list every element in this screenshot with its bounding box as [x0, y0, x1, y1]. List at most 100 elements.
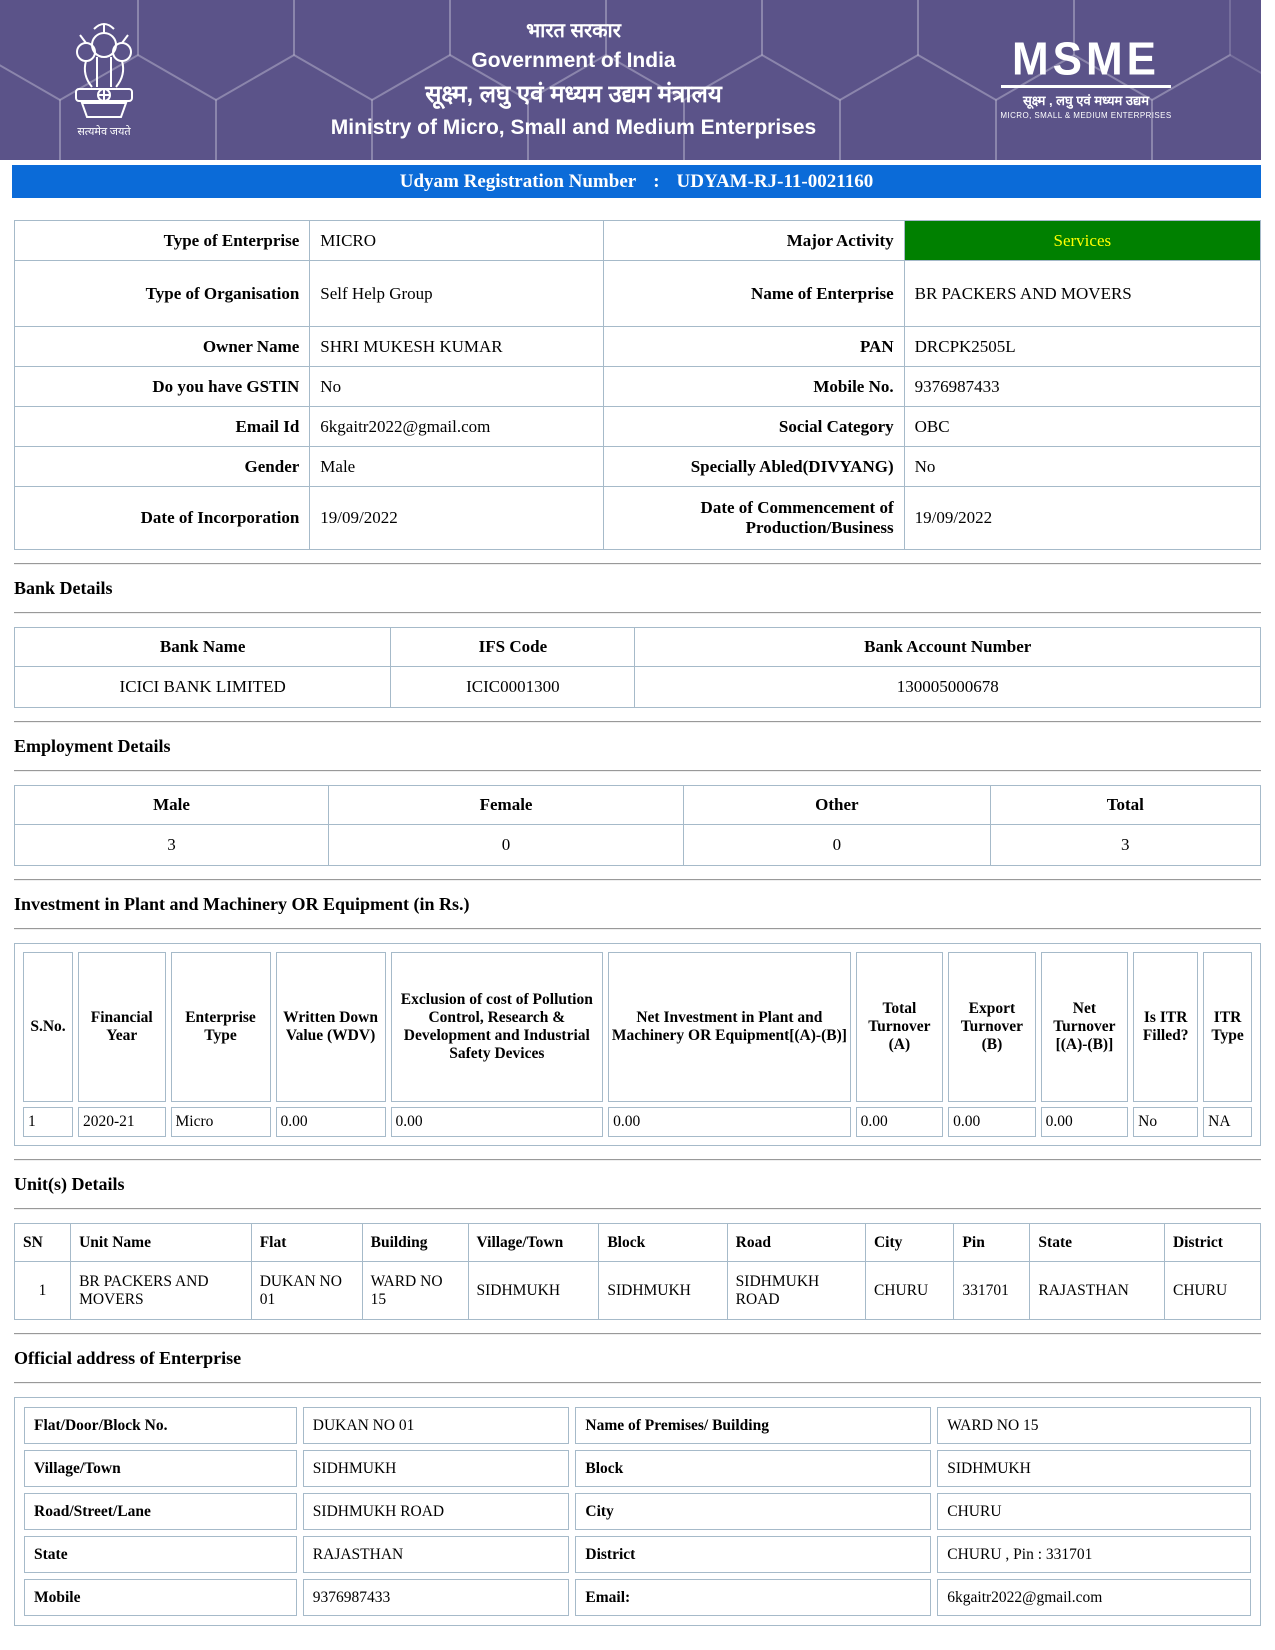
total-header: Total — [989, 785, 1262, 825]
date-of-incorporation-value: 19/09/2022 — [309, 486, 605, 550]
female-count: 0 — [327, 824, 685, 866]
sno-header: S.No. — [23, 952, 73, 1102]
table-row: 1 BR PACKERS AND MOVERS DUKAN NO 01 WARD… — [13, 1261, 1262, 1320]
is-itr-filled-header: Is ITR Filled? — [1133, 952, 1199, 1102]
date-of-commencement-value: 19/09/2022 — [903, 486, 1262, 550]
registration-number-value: UDYAM-RJ-11-0021160 — [676, 170, 874, 192]
table-row: Type of Enterprise MICRO Major Activity … — [13, 220, 1262, 261]
unit-sn-value: 1 — [13, 1261, 72, 1320]
email-value: 6kgaitr2022@gmail.com — [937, 1579, 1251, 1616]
msme-logo-word: MSME — [1012, 33, 1160, 86]
investment-table-box: S.No. Financial Year Enterprise Type Wri… — [14, 943, 1261, 1146]
state-value: RAJASTHAN — [302, 1536, 570, 1573]
employment-details-table: Male Female Other Total 3 0 0 3 — [14, 785, 1262, 866]
pan-label: PAN — [603, 326, 905, 367]
employment-details-title: Employment Details — [14, 736, 171, 756]
sno-value: 1 — [23, 1107, 73, 1137]
net-investment-header: Net Investment in Plant and Machinery OR… — [608, 952, 851, 1102]
investment-table: S.No. Financial Year Enterprise Type Wri… — [18, 947, 1257, 1142]
unit-name-value: BR PACKERS AND MOVERS — [70, 1261, 252, 1320]
total-turnover-header: Total Turnover (A) — [855, 952, 944, 1102]
unit-road-value: SIDHMUKH ROAD — [726, 1261, 866, 1320]
gstin-label: Do you have GSTIN — [13, 366, 311, 407]
major-activity-value: Services — [903, 220, 1262, 261]
city-value: CHURU — [937, 1493, 1251, 1530]
owner-name-label: Owner Name — [13, 326, 311, 367]
other-header: Other — [683, 785, 991, 825]
government-of-india: Government of India — [471, 48, 676, 72]
unit-name-header: Unit Name — [70, 1223, 252, 1262]
bank-details-title: Bank Details — [14, 578, 113, 598]
unit-pin-value: 331701 — [953, 1261, 1031, 1320]
date-of-incorporation-label: Date of Incorporation — [13, 486, 311, 550]
exclusion-cost-header: Exclusion of cost of Pollution Control, … — [390, 952, 604, 1102]
mobile-label: Mobile — [24, 1579, 297, 1616]
unit-pin-header: Pin — [953, 1223, 1031, 1262]
bank-name-header: Bank Name — [13, 627, 392, 667]
bank-details-table: Bank Name IFS Code Bank Account Number I… — [13, 627, 1261, 708]
export-turnover-value: 0.00 — [948, 1107, 1036, 1137]
header-title-block: भारत सरकार Government of India सूक्ष्म, … — [152, 19, 995, 142]
pan-value: DRCPK2505L — [903, 326, 1262, 367]
village-town-value: SIDHMUKH — [302, 1450, 570, 1487]
unit-flat-header: Flat — [250, 1223, 363, 1262]
email-label: Email: — [575, 1579, 932, 1616]
unit-district-header: District — [1163, 1223, 1262, 1262]
net-turnover-value: 0.00 — [1040, 1107, 1129, 1137]
msme-logo-rule — [1001, 84, 1171, 88]
registration-number-label: Udyam Registration Number — [399, 170, 637, 192]
mobile-no-value: 9376987433 — [903, 366, 1262, 407]
enterprise-details-table: Type of Enterprise MICRO Major Activity … — [13, 220, 1262, 550]
table-row: 1 2020-21 Micro 0.00 0.00 0.00 0.00 0.00… — [23, 1107, 1252, 1137]
other-count: 0 — [683, 824, 991, 866]
table-row: Owner Name SHRI MUKESH KUMAR PAN DRCPK25… — [13, 326, 1262, 367]
state-label: State — [24, 1536, 297, 1573]
government-of-india-hindi: भारत सरकार — [526, 19, 621, 42]
premises-building-label: Name of Premises/ Building — [575, 1407, 932, 1444]
owner-name-value: SHRI MUKESH KUMAR — [309, 326, 605, 367]
total-turnover-value: 0.00 — [855, 1107, 944, 1137]
udyam-registration-bar: Udyam Registration Number : UDYAM-RJ-11-… — [12, 165, 1261, 198]
table-row: ICICI BANK LIMITED ICIC0001300 130005000… — [13, 666, 1261, 708]
section-divider — [14, 1208, 1261, 1210]
table-row: Date of Incorporation 19/09/2022 Date of… — [13, 486, 1262, 550]
unit-village-header: Village/Town — [467, 1223, 600, 1262]
unit-building-header: Building — [361, 1223, 469, 1262]
social-category-value: OBC — [903, 406, 1262, 447]
specially-abled-label: Specially Abled(DIVYANG) — [603, 446, 905, 487]
table-row: Village/Town SIDHMUKH Block SIDHMUKH — [24, 1450, 1251, 1487]
is-itr-filled-value: No — [1133, 1107, 1199, 1137]
itr-type-header: ITR Type — [1203, 952, 1252, 1102]
unit-state-header: State — [1029, 1223, 1165, 1262]
section-divider — [14, 928, 1261, 930]
type-of-enterprise-value: MICRO — [309, 220, 605, 261]
unit-district-value: CHURU — [1163, 1261, 1262, 1320]
gender-value: Male — [309, 446, 605, 487]
enterprise-type-value: Micro — [170, 1107, 271, 1137]
unit-sn-header: SN — [13, 1223, 72, 1262]
mobile-no-label: Mobile No. — [603, 366, 905, 407]
section-divider — [14, 1382, 1261, 1384]
name-of-enterprise-value: BR PACKERS AND MOVERS — [903, 260, 1262, 327]
flat-door-block-label: Flat/Door/Block No. — [24, 1407, 297, 1444]
road-street-lane-value: SIDHMUKH ROAD — [302, 1493, 570, 1530]
wdv-header: Written Down Value (WDV) — [275, 952, 386, 1102]
ministry-english: Ministry of Micro, Small and Medium Ente… — [330, 116, 817, 139]
unit-building-value: WARD NO 15 — [361, 1261, 469, 1320]
table-row: Road/Street/Lane SIDHMUKH ROAD City CHUR… — [24, 1493, 1251, 1530]
type-of-enterprise-label: Type of Enterprise — [13, 220, 311, 261]
table-header-row: S.No. Financial Year Enterprise Type Wri… — [23, 952, 1252, 1102]
ashoka-emblem-icon: सत्यमेव जयते — [75, 23, 133, 138]
section-divider — [14, 721, 1261, 723]
male-count: 3 — [14, 824, 329, 866]
unit-village-value: SIDHMUKH — [467, 1261, 600, 1320]
table-row: State RAJASTHAN District CHURU , Pin : 3… — [24, 1536, 1251, 1573]
financial-year-header: Financial Year — [78, 952, 166, 1102]
unit-block-header: Block — [598, 1223, 728, 1262]
district-label: District — [575, 1536, 932, 1573]
district-pin-value: CHURU , Pin : 331701 — [937, 1536, 1251, 1573]
section-divider — [14, 879, 1261, 881]
female-header: Female — [327, 785, 685, 825]
email-id-label: Email Id — [13, 406, 311, 447]
